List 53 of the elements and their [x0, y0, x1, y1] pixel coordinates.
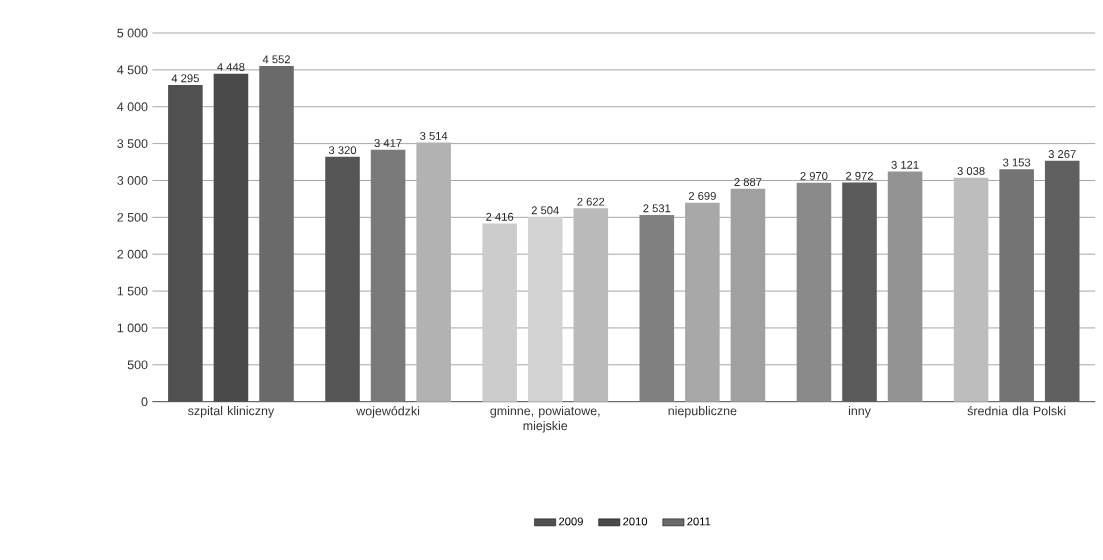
x-tick-label: niepubliczne [668, 405, 737, 418]
data-label: 2 622 [577, 197, 605, 206]
y-tick-label: 2 500 [117, 212, 148, 222]
bar [887, 171, 923, 402]
bar [573, 208, 609, 402]
y-tick-label: 3 500 [117, 138, 148, 148]
data-label: 3 320 [328, 145, 357, 154]
data-label: 3 267 [1048, 149, 1076, 158]
bar [842, 182, 877, 402]
x-tick-label: wojewódzki [356, 405, 420, 418]
bar [685, 202, 720, 402]
bar [796, 182, 832, 402]
data-label: 3 153 [1003, 158, 1031, 167]
data-label: 3 514 [420, 131, 448, 140]
legend-label: 2010 [623, 517, 648, 526]
y-tick-label: 500 [127, 360, 148, 369]
bar [999, 168, 1034, 402]
y-tick-label: 2 000 [117, 249, 148, 259]
x-tick-label: gminne, powiatowe, miejskie [490, 405, 600, 433]
data-label: 4 552 [262, 55, 290, 64]
y-tick-label: 1 500 [117, 286, 148, 296]
data-label: 2 699 [688, 191, 716, 200]
x-tick-label: inny [848, 405, 871, 418]
bar [639, 214, 675, 402]
data-label: 2 531 [643, 204, 671, 213]
data-label: 4 448 [217, 62, 245, 71]
y-tick-label: 0 [141, 397, 148, 406]
y-tick-label: 4 500 [117, 65, 148, 75]
bar [259, 65, 294, 402]
bar [416, 142, 451, 402]
bar [482, 223, 517, 402]
data-label: 3 417 [374, 138, 402, 147]
data-label: 2 970 [800, 171, 828, 180]
data-label: 2 504 [531, 206, 559, 215]
bar [953, 177, 989, 402]
bar [730, 188, 766, 402]
bar [527, 216, 563, 402]
data-label: 4 295 [171, 74, 199, 83]
x-tick-label: szpital kliniczny [188, 405, 275, 418]
y-tick-label: 4 000 [117, 102, 148, 111]
data-label: 3 121 [891, 160, 919, 169]
legend-label: 2011 [687, 517, 711, 526]
data-label: 2 972 [846, 171, 873, 180]
y-tick-label: 5 000 [117, 28, 148, 38]
y-tick-label: 1 000 [117, 323, 148, 333]
data-label: 2 416 [486, 212, 514, 221]
data-label: 2 887 [734, 177, 762, 186]
y-tick-label: 3 000 [117, 175, 148, 185]
x-tick-label: średnia dla Polski [967, 405, 1066, 416]
legend-label: 2009 [559, 517, 583, 526]
data-label: 3 038 [957, 166, 985, 175]
bar [1044, 160, 1080, 402]
bar [370, 149, 406, 402]
